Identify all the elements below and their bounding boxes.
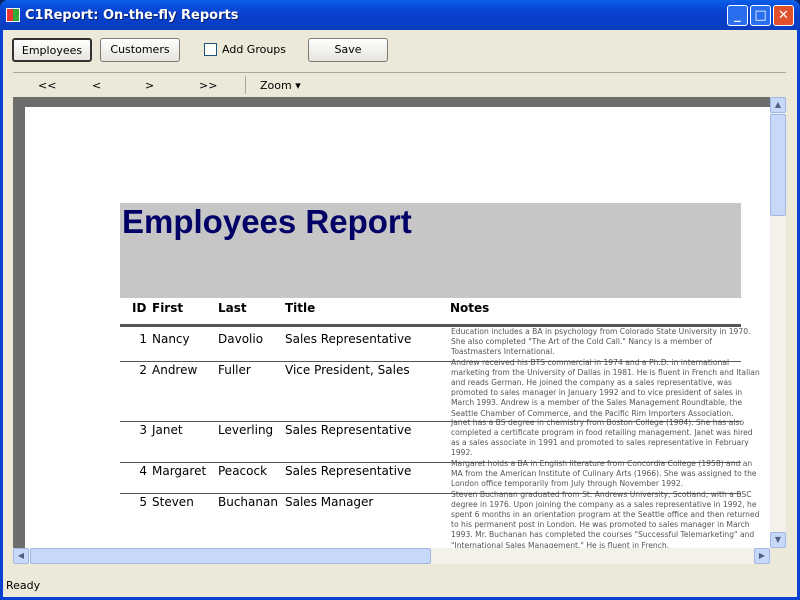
column-header-last: Last bbox=[218, 301, 247, 315]
maximize-button[interactable]: □ bbox=[750, 5, 771, 26]
cell-notes-line: Toastmasters International. bbox=[451, 347, 555, 357]
cell-last: Fuller bbox=[218, 363, 251, 377]
row-divider bbox=[120, 493, 741, 494]
cell-last: Buchanan bbox=[218, 495, 278, 509]
cell-notes-line: Seattle Chamber of Commerce, and the Pac… bbox=[451, 408, 734, 418]
cell-first: Nancy bbox=[152, 332, 190, 346]
cell-notes-line: MA from the American Institute of Culina… bbox=[451, 469, 757, 479]
cell-first: Andrew bbox=[152, 363, 198, 377]
report-header-band bbox=[120, 203, 741, 298]
header-rule bbox=[120, 324, 741, 327]
status-text: Ready bbox=[6, 579, 41, 592]
report-page: Employees Report ID First Last Title Not… bbox=[25, 107, 770, 548]
row-divider bbox=[120, 462, 741, 463]
scroll-left-arrow-icon[interactable]: ◀ bbox=[13, 548, 29, 564]
cell-notes-line: to his permanent post in London. He was … bbox=[451, 520, 750, 530]
cell-notes-line: degree in 1976. Upon joining the company… bbox=[451, 500, 757, 510]
cell-title: Vice President, Sales bbox=[285, 363, 410, 377]
cell-notes-line: completed a certificate program in food … bbox=[451, 428, 753, 438]
cell-notes-line: She also completed "The Art of the Cold … bbox=[451, 337, 712, 347]
cell-notes-line: Janet has a BS degree in chemistry from … bbox=[451, 418, 744, 427]
cell-notes-line: marketing from the University of Dallas … bbox=[451, 368, 760, 378]
employees-button[interactable]: Employees bbox=[12, 38, 92, 62]
scroll-right-arrow-icon[interactable]: ▶ bbox=[754, 548, 770, 564]
cell-last: Leverling bbox=[218, 423, 274, 437]
cell-id: 2 bbox=[139, 363, 147, 377]
cell-last: Davolio bbox=[218, 332, 264, 346]
column-header-notes: Notes bbox=[450, 301, 490, 315]
report-title: Employees Report bbox=[122, 203, 412, 240]
row-divider bbox=[120, 421, 741, 422]
cell-first: Margaret bbox=[152, 464, 207, 478]
cell-notes-line: as a sales associate in 1991 and promote… bbox=[451, 438, 749, 448]
cell-title: Sales Representative bbox=[285, 423, 412, 437]
add-groups-checkbox[interactable] bbox=[204, 43, 217, 56]
next-page-button[interactable]: > bbox=[145, 79, 155, 92]
app-icon bbox=[6, 8, 20, 22]
minimize-button[interactable]: _ bbox=[727, 5, 748, 26]
scroll-up-arrow-icon[interactable]: ▲ bbox=[770, 97, 786, 113]
row-divider bbox=[120, 361, 741, 362]
cell-title: Sales Representative bbox=[285, 464, 412, 478]
vertical-scroll-thumb[interactable] bbox=[770, 114, 786, 216]
cell-notes-line: 1993. Mr. Buchanan has completed the cou… bbox=[451, 530, 755, 540]
cell-notes-line: 1992. bbox=[451, 448, 473, 458]
horizontal-scroll-thumb[interactable] bbox=[30, 548, 431, 564]
cell-id: 4 bbox=[139, 464, 147, 478]
column-header-first: First bbox=[152, 301, 184, 315]
column-header-title: Title bbox=[285, 301, 316, 315]
column-header-id: ID bbox=[132, 301, 147, 315]
cell-title: Sales Representative bbox=[285, 332, 412, 346]
preview-pane: Employees Report ID First Last Title Not… bbox=[13, 97, 770, 548]
window-title: C1Report: On-the-fly Reports bbox=[25, 8, 239, 23]
cell-first: Steven bbox=[152, 495, 194, 509]
cell-notes-line: Margaret holds a BA in English literatur… bbox=[451, 459, 753, 468]
add-groups-label[interactable]: Add Groups bbox=[222, 43, 287, 56]
cell-notes-line: "International Sales Management." He is … bbox=[451, 540, 670, 549]
cell-notes-line: London office temporarily from July thro… bbox=[451, 479, 684, 489]
cell-notes-line: Education includes a BA in psychology fr… bbox=[451, 327, 751, 336]
cell-notes-line: promoted to sales manager in January 199… bbox=[451, 388, 743, 398]
zoom-dropdown[interactable]: Zoom ▾ bbox=[260, 79, 301, 92]
cell-title: Sales Manager bbox=[285, 495, 374, 509]
cell-notes-line: March 1993. Andrew is a member of the Sa… bbox=[451, 398, 743, 408]
cell-notes-line: and reads German. He joined the company … bbox=[451, 378, 732, 388]
customers-button[interactable]: Customers bbox=[100, 38, 180, 62]
cell-id: 5 bbox=[139, 495, 147, 509]
scroll-down-arrow-icon[interactable]: ▼ bbox=[770, 532, 786, 548]
title-bar[interactable]: C1Report: On-the-fly Reports _ □ ✕ bbox=[0, 0, 800, 30]
first-page-button[interactable]: << bbox=[38, 79, 57, 92]
cell-first: Janet bbox=[152, 423, 183, 437]
cell-last: Peacock bbox=[218, 464, 268, 478]
save-button[interactable]: Save bbox=[308, 38, 388, 62]
cell-notes-line: spent 6 months in an orientation program… bbox=[451, 510, 760, 520]
cell-id: 3 bbox=[139, 423, 147, 437]
previous-page-button[interactable]: < bbox=[92, 79, 102, 92]
cell-notes-line: Andrew received his BTS commercial in 19… bbox=[451, 358, 730, 367]
toolbar-separator bbox=[245, 76, 246, 94]
preview-toolbar: << < > >> Zoom ▾ bbox=[13, 72, 786, 97]
last-page-button[interactable]: >> bbox=[199, 79, 218, 92]
close-button[interactable]: ✕ bbox=[773, 5, 794, 26]
cell-notes-line: Steven Buchanan graduated from St. Andre… bbox=[451, 490, 752, 499]
cell-id: 1 bbox=[139, 332, 147, 346]
